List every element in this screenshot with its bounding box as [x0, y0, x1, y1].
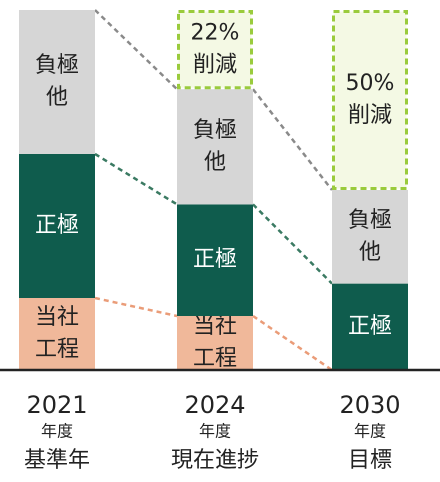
connector-line — [94, 296, 178, 318]
bar-segment — [19, 298, 95, 370]
segment-label: 当社工程 — [35, 305, 79, 362]
connector-line — [94, 9, 178, 91]
segment-label: 負極他 — [35, 53, 79, 110]
bar-segment — [332, 190, 408, 284]
segment-label: 正極 — [35, 213, 79, 238]
segment-label: 正極 — [348, 314, 392, 339]
category-sub-label: 年度 — [354, 422, 386, 441]
connector-line — [252, 88, 333, 191]
bar-segment — [19, 154, 95, 298]
connector-line — [252, 314, 333, 372]
reduction-box — [177, 10, 253, 90]
category-year-label: 2021 — [26, 391, 87, 419]
reduction-label: 50%削減 — [346, 71, 395, 128]
bar-segment — [332, 283, 408, 370]
category-desc-label: 基準年 — [24, 448, 90, 473]
bar-segment — [177, 316, 253, 370]
category-year-label: 2030 — [339, 391, 400, 419]
bar-segment — [177, 89, 253, 205]
connector-line — [94, 152, 178, 206]
bar-segment — [19, 10, 95, 154]
category-desc-label: 目標 — [348, 448, 392, 473]
reduction-label: 22%削減 — [191, 21, 240, 78]
segment-label: 正極 — [193, 247, 237, 272]
bar-segment — [177, 204, 253, 316]
category-sub-label: 年度 — [41, 422, 73, 441]
category-desc-label: 現在進捗 — [171, 448, 259, 473]
segment-label: 当社工程 — [193, 314, 237, 371]
segment-label: 負極他 — [348, 208, 392, 265]
connector-line — [252, 203, 333, 285]
category-year-label: 2024 — [184, 391, 245, 419]
reduction-box — [332, 10, 408, 190]
segment-label: 負極他 — [193, 118, 237, 175]
category-sub-label: 年度 — [199, 422, 231, 441]
